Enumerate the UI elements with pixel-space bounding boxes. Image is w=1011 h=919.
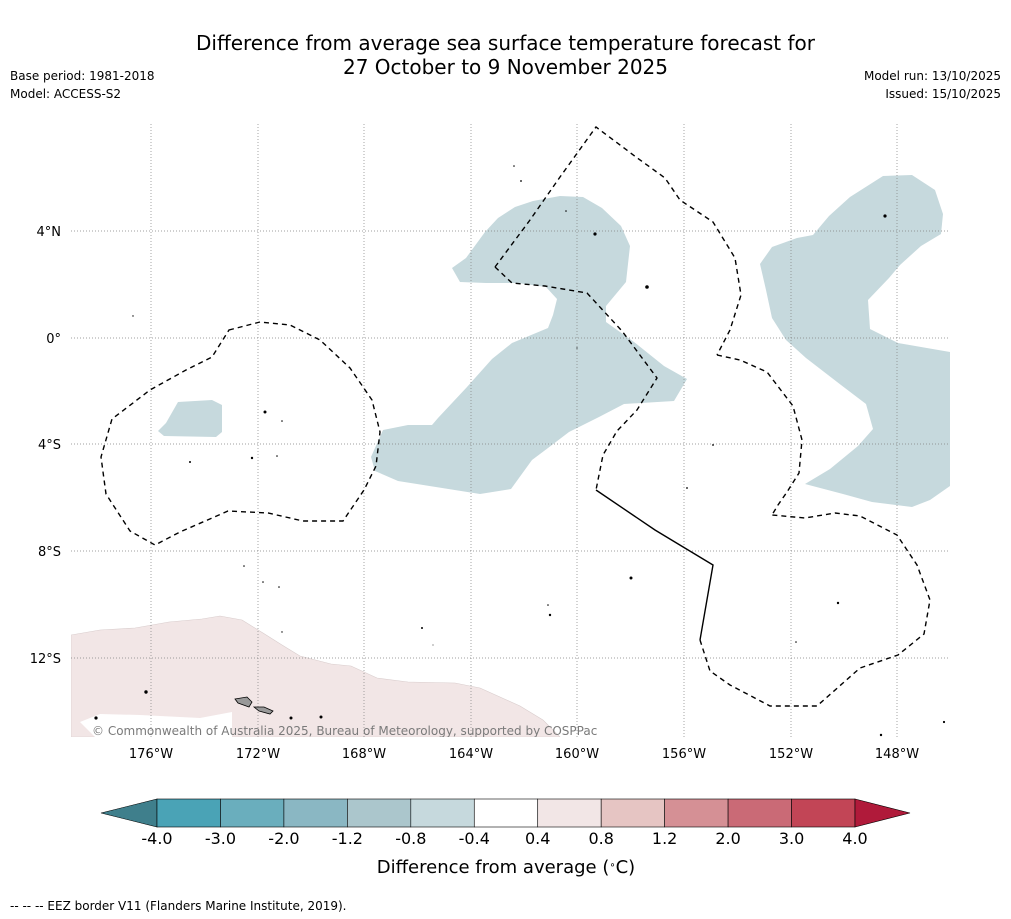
- colorbar-tick-label: 0.8: [588, 829, 613, 848]
- colorbar-tick-label: -4.0: [141, 829, 172, 848]
- colorbar-swatch: [537, 798, 602, 828]
- cool-anomaly-region-west: [158, 400, 222, 437]
- colorbar-tick-label: 2.0: [715, 829, 740, 848]
- map-area: © Commonwealth of Australia 2025, Bureau…: [71, 124, 950, 738]
- graticule: [71, 124, 950, 737]
- colorbar-arrow-low: [100, 798, 158, 828]
- colorbar-swatch: [410, 798, 475, 828]
- colorbar-swatch: [600, 798, 665, 828]
- colorbar-tick-labels: -4.0 -3.0 -2.0 -1.2 -0.8 -0.4 0.4 0.8 1.2 2.0 3.0 4…: [141, 829, 867, 848]
- warm-anomaly-island-fringe: [80, 712, 232, 737]
- eez-border-boundary-solid: [595, 489, 714, 641]
- colorbar-tick-label: 4.0: [842, 829, 867, 848]
- lon-label: 160°W: [555, 747, 599, 762]
- lon-label: 176°W: [129, 747, 173, 762]
- title-line-2: 27 October to 9 November 2025: [342, 55, 669, 79]
- lat-label: 4°S: [38, 438, 61, 453]
- map-title: Difference from average sea surface temp…: [0, 31, 1011, 79]
- colorbar-swatch: [347, 798, 412, 828]
- colorbar-tick-label: -0.4: [459, 829, 490, 848]
- colorbar-swatch: [727, 798, 792, 828]
- colorbar-swatch: [791, 798, 856, 828]
- colorbar-swatch: [220, 798, 285, 828]
- colorbar-arrow-high: [854, 798, 911, 828]
- colorbar-tick-label: 1.2: [652, 829, 677, 848]
- eez-border-kiribati-east: [716, 354, 803, 516]
- islands: [94, 165, 946, 737]
- lat-label: 4°N: [37, 225, 62, 240]
- lat-label: 12°S: [30, 652, 61, 667]
- warm-anomaly-region: [71, 615, 561, 737]
- colorbar-tick-label: -2.0: [268, 829, 299, 848]
- base-period: Base period: 1981-2018: [10, 69, 155, 83]
- lon-label: 148°W: [875, 747, 919, 762]
- lat-label: 0°: [46, 332, 61, 347]
- meta-right: Model run: 13/10/2025 Issued: 15/10/2025: [864, 67, 1001, 103]
- lon-label: 164°W: [449, 747, 493, 762]
- issued-date: Issued: 15/10/2025: [885, 87, 1001, 101]
- colorbar-swatch: [283, 798, 348, 828]
- colorbar-tick-label: 0.4: [525, 829, 550, 848]
- lon-label: 156°W: [662, 747, 706, 762]
- colorbar-tick-label: 3.0: [779, 829, 804, 848]
- samoa-savaii-island: [234, 696, 253, 708]
- colorbar-swatch: [664, 798, 729, 828]
- latitude-labels: 4°N 0° 4°S 8°S 12°S: [30, 225, 61, 667]
- cool-anomaly-region-central: [371, 196, 687, 494]
- colorbar-tick-label: -0.8: [395, 829, 426, 848]
- lon-label: 152°W: [769, 747, 813, 762]
- meta-left: Base period: 1981-2018 Model: ACCESS-S2: [10, 67, 155, 103]
- cool-anomaly-region-east: [760, 175, 950, 507]
- colorbar: [100, 798, 911, 828]
- eez-borders: [100, 126, 931, 707]
- copyright-notice: © Commonwealth of Australia 2025, Bureau…: [92, 724, 597, 738]
- lon-label: 168°W: [342, 747, 386, 762]
- colorbar-label: Difference from average (∘C): [377, 857, 635, 878]
- atolls: [94, 165, 946, 737]
- eez-border-phoenix: [494, 266, 658, 491]
- eez-footnote: -- -- -- EEZ border V11 (Flanders Marine…: [10, 899, 347, 913]
- longitude-labels: 176°W 172°W 168°W 164°W 160°W 156°W 152°…: [129, 747, 919, 762]
- model-run: Model run: 13/10/2025: [863, 69, 1001, 83]
- colorbar-tick-label: -1.2: [332, 829, 363, 848]
- lat-label: 8°S: [38, 545, 61, 560]
- model-name: Model: ACCESS-S2: [10, 87, 122, 101]
- lon-label: 172°W: [236, 747, 280, 762]
- colorbar-tick-label: -3.0: [205, 829, 236, 848]
- eez-border-cook-islands: [699, 512, 931, 707]
- title-line-1: Difference from average sea surface temp…: [195, 31, 815, 55]
- eez-border-tokelau: [100, 321, 381, 546]
- colorbar-swatch: [473, 798, 539, 828]
- colorbar-swatch: [156, 798, 221, 828]
- eez-border-line-islands: [494, 126, 742, 356]
- samoa-upolu-island: [252, 706, 274, 715]
